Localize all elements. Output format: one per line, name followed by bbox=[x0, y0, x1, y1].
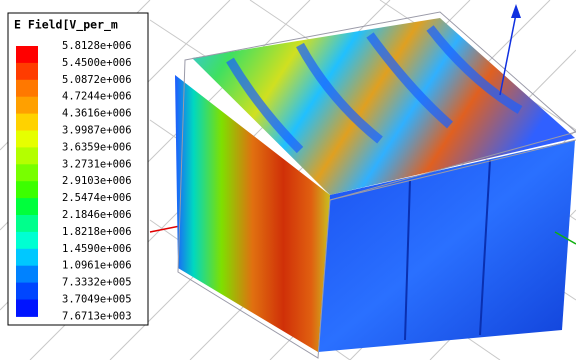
legend-swatch bbox=[16, 181, 38, 198]
legend-label: 1.8218e+006 bbox=[62, 226, 132, 238]
legend-swatch bbox=[16, 232, 38, 249]
legend-label: 1.4590e+006 bbox=[62, 243, 132, 255]
legend-swatch bbox=[16, 283, 38, 300]
legend-label: 7.3332e+005 bbox=[62, 277, 132, 289]
legend-swatch bbox=[16, 215, 38, 232]
legend-label: 2.5474e+006 bbox=[62, 192, 132, 204]
legend-label: 2.1846e+006 bbox=[62, 209, 132, 221]
legend-label: 5.0872e+006 bbox=[62, 74, 132, 86]
legend-swatch bbox=[16, 147, 38, 164]
legend-swatch bbox=[16, 266, 38, 283]
legend-label: 3.7049e+005 bbox=[62, 294, 132, 306]
legend-label: 3.9987e+006 bbox=[62, 125, 132, 137]
legend-swatch bbox=[16, 97, 38, 114]
legend-label: 1.0961e+006 bbox=[62, 260, 132, 272]
legend-swatch bbox=[16, 131, 38, 148]
legend-swatch bbox=[16, 63, 38, 80]
legend-label: 2.9103e+006 bbox=[62, 175, 132, 187]
legend-swatch bbox=[16, 80, 38, 97]
legend-swatch bbox=[16, 114, 38, 131]
legend: E Field[V_per_m 5.8128e+006 5.4500e+006 5.… bbox=[8, 13, 148, 325]
page: {"legend": {"title": "E Field[V_per_m", … bbox=[0, 0, 576, 360]
legend-swatch bbox=[16, 300, 38, 317]
legend-label: 3.6359e+006 bbox=[62, 141, 132, 153]
legend-label: 4.3616e+006 bbox=[62, 108, 132, 120]
field-plot-view: E Field[V_per_m 5.8128e+006 5.4500e+006 5.… bbox=[0, 0, 576, 360]
legend-label: 3.2731e+006 bbox=[62, 158, 132, 170]
legend-label: 4.7244e+006 bbox=[62, 91, 132, 103]
legend-label: 7.6713e+003 bbox=[62, 310, 132, 322]
legend-label: 5.8128e+006 bbox=[62, 40, 132, 52]
legend-swatch bbox=[16, 46, 38, 63]
legend-label: 5.4500e+006 bbox=[62, 57, 132, 69]
legend-swatch bbox=[16, 164, 38, 181]
z-axis-arrow bbox=[511, 4, 521, 18]
legend-swatch bbox=[16, 249, 38, 266]
legend-title: E Field[V_per_m bbox=[14, 18, 118, 33]
legend-swatch bbox=[16, 198, 38, 215]
